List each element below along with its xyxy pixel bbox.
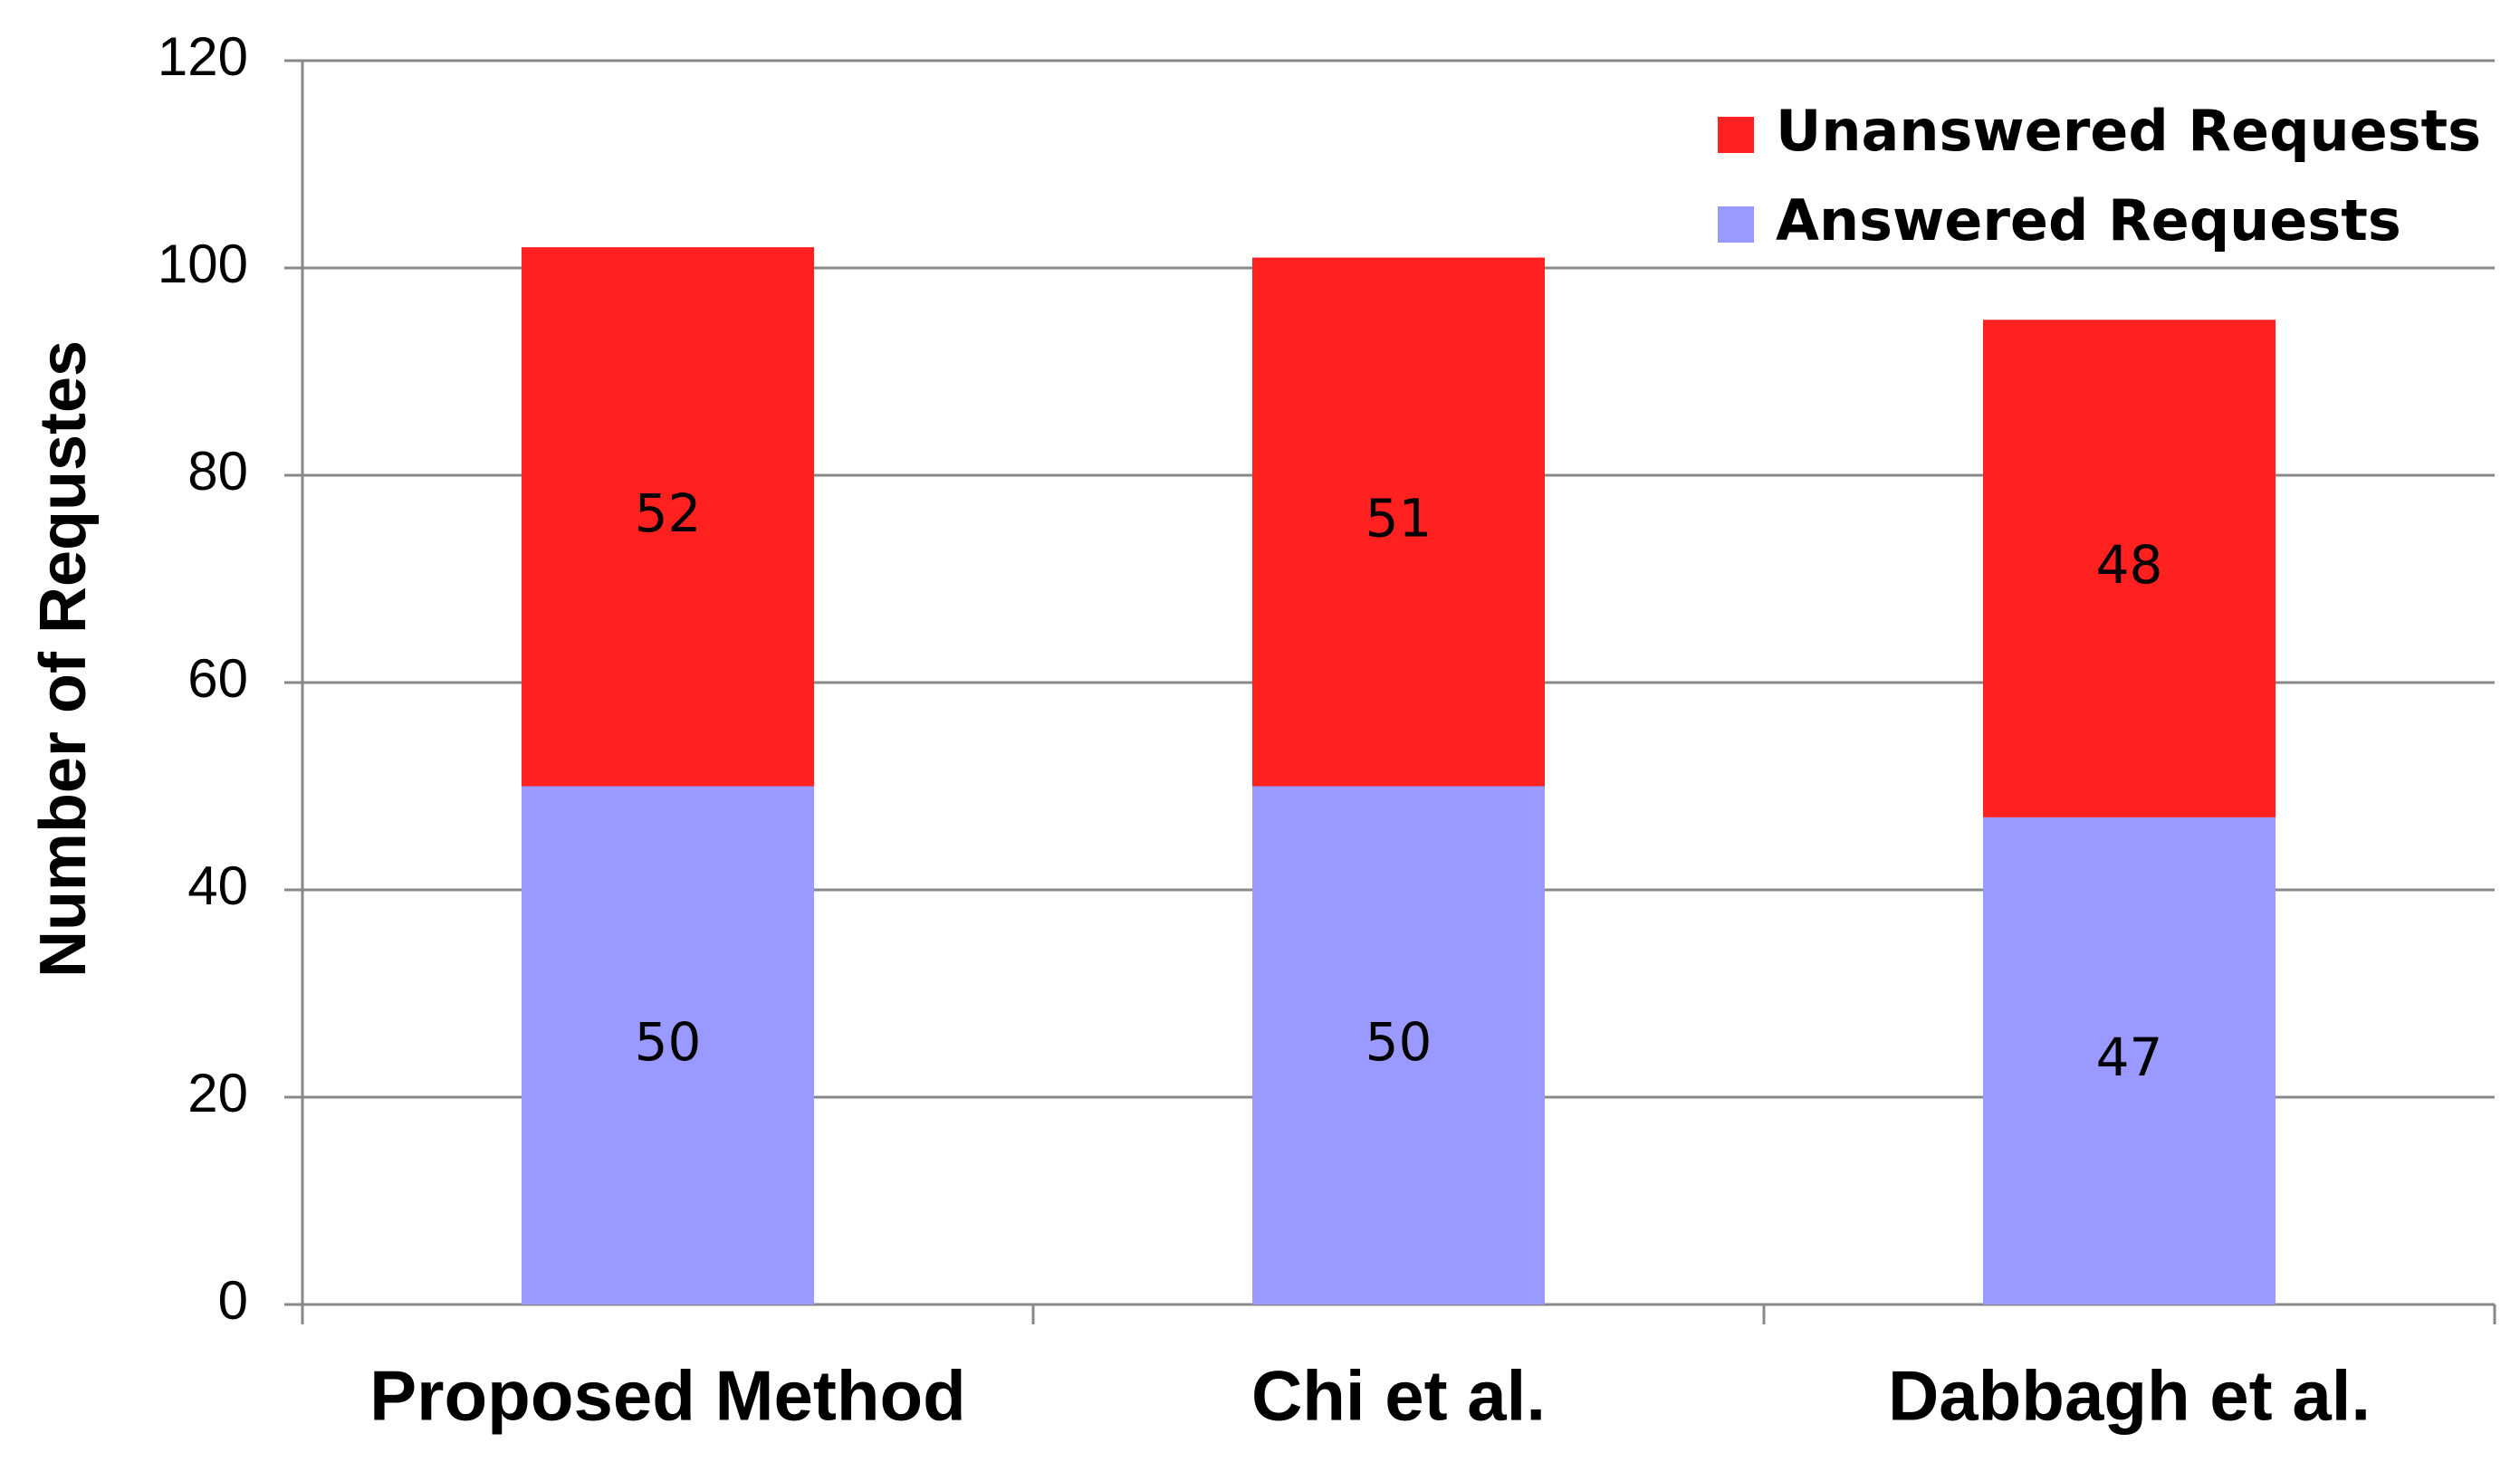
- legend-swatch: [1718, 206, 1754, 243]
- bar-segment: [1252, 257, 1545, 787]
- y-tick-label: 20: [187, 1063, 248, 1123]
- y-tick-label: 100: [158, 234, 248, 294]
- legend-label: Answered Requests: [1776, 187, 2401, 253]
- value-label: 47: [2096, 1027, 2163, 1088]
- bar-segment: [1983, 817, 2276, 1304]
- y-tick-label: 40: [187, 855, 248, 916]
- y-tick-label: 120: [158, 26, 248, 87]
- legend-swatch: [1718, 117, 1754, 153]
- bar-segment: [1983, 320, 2276, 817]
- legend-label: Unanswered Requests: [1776, 98, 2481, 164]
- value-label: 48: [2096, 534, 2163, 596]
- value-label: 51: [1365, 488, 1432, 549]
- value-label: 50: [635, 1011, 702, 1073]
- bar-segment: [522, 786, 814, 1304]
- bar-segment: [1252, 786, 1545, 1304]
- y-tick-label: 60: [187, 648, 248, 709]
- value-label: 52: [635, 483, 702, 544]
- x-tick-label: Dabbagh et al.: [1888, 1356, 2371, 1436]
- y-tick-label: 0: [218, 1270, 248, 1331]
- y-axis-title: Number of Requstes: [27, 340, 100, 978]
- y-tick-label: 80: [187, 441, 248, 502]
- value-label: 50: [1365, 1011, 1432, 1073]
- x-tick-label: Chi et al.: [1251, 1356, 1546, 1436]
- bar-segment: [522, 247, 814, 787]
- x-tick-label: Proposed Method: [369, 1356, 966, 1436]
